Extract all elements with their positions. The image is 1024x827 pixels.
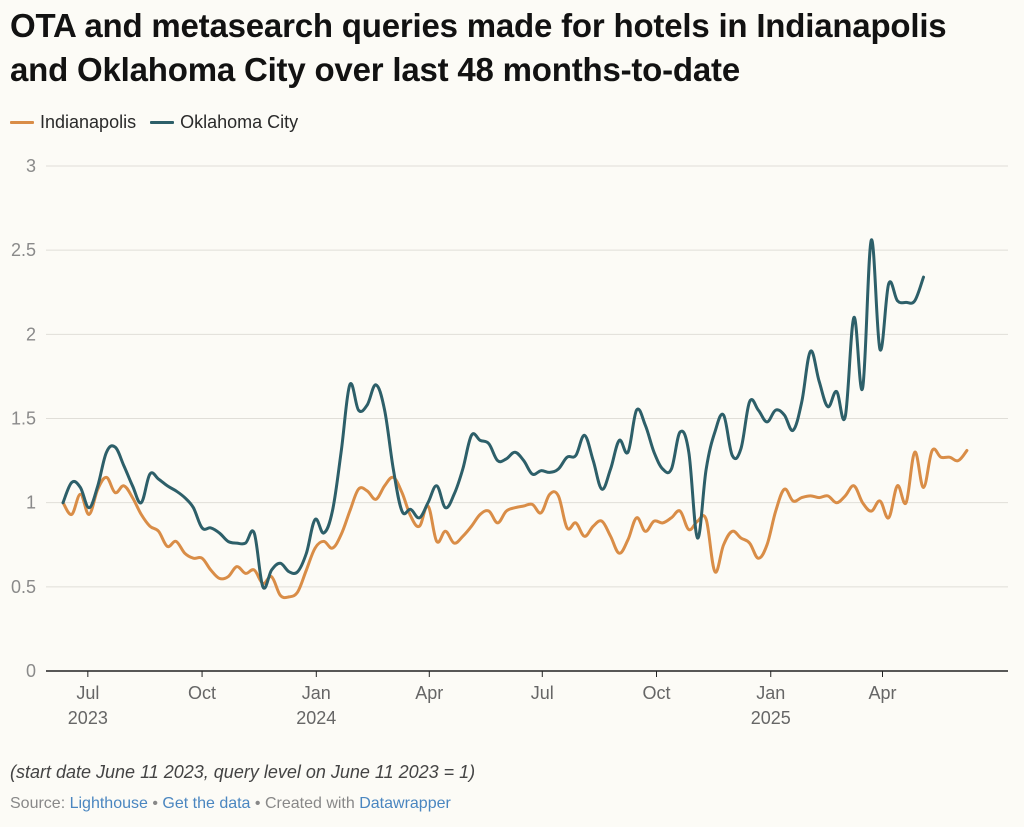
series-line-oklahoma bbox=[61, 238, 925, 590]
x-tick-year-label: 2023 bbox=[68, 708, 108, 728]
x-tick-label: Jan bbox=[302, 683, 331, 703]
grid-lines bbox=[46, 165, 1008, 588]
x-tick-label: Jul bbox=[531, 683, 554, 703]
get-data-link[interactable]: Get the data bbox=[162, 795, 251, 812]
y-tick-label: 1.5 bbox=[11, 409, 36, 429]
y-tick-label: 0 bbox=[26, 661, 36, 681]
source-link[interactable]: Lighthouse bbox=[69, 795, 148, 812]
chart-title: OTA and metasearch queries made for hote… bbox=[10, 7, 947, 88]
y-tick-label: 2.5 bbox=[11, 240, 36, 260]
x-tick-label: Apr bbox=[868, 683, 896, 703]
legend-swatch-indianapolis bbox=[10, 120, 34, 124]
line-chart: 0 0.5 1 1.5 2 2.5 3 Jul 2023 Oct Jan 2024 Apr Jul Oct… bbox=[11, 156, 1008, 728]
source-label: Source: bbox=[10, 795, 70, 812]
y-tick-label: 1 bbox=[26, 493, 36, 513]
datawrapper-link[interactable]: Datawrapper bbox=[359, 795, 451, 812]
y-tick-label: 2 bbox=[26, 324, 36, 344]
x-tick-label: Oct bbox=[188, 683, 216, 703]
legend: Indianapolis Oklahoma City bbox=[10, 110, 312, 134]
x-tick-year-label: 2025 bbox=[751, 708, 791, 728]
series-lines bbox=[61, 238, 969, 600]
series-line-indianapolis bbox=[61, 447, 969, 600]
x-tick-label: Apr bbox=[415, 683, 443, 703]
x-tick-label: Jul bbox=[76, 683, 99, 703]
x-axis-ticks: Jul 2023 Oct Jan 2024 Apr Jul Oct Jan 2025 Apr bbox=[68, 671, 897, 728]
legend-label-indianapolis: Indianapolis bbox=[40, 111, 137, 132]
x-tick-year-label: 2024 bbox=[296, 708, 336, 728]
legend-item-oklahoma-city: Oklahoma City bbox=[150, 112, 298, 133]
legend-swatch-oklahoma-city bbox=[150, 120, 175, 124]
legend-item-indianapolis: Indianapolis bbox=[10, 112, 136, 133]
separator: • bbox=[147, 795, 163, 812]
legend-label-oklahoma-city: Oklahoma City bbox=[180, 111, 299, 132]
footer: Source: Lighthouse • Get the data • Crea… bbox=[10, 795, 451, 813]
x-tick-label: Jan bbox=[756, 683, 785, 703]
chart-note: (start date June 11 2023, query level on… bbox=[10, 762, 476, 782]
y-tick-label: 3 bbox=[26, 156, 36, 176]
y-axis-ticks: 0 0.5 1 1.5 2 2.5 3 bbox=[11, 156, 36, 681]
x-tick-label: Oct bbox=[643, 683, 671, 703]
created-with-label: • Created with bbox=[250, 795, 360, 812]
y-tick-label: 0.5 bbox=[11, 577, 36, 597]
